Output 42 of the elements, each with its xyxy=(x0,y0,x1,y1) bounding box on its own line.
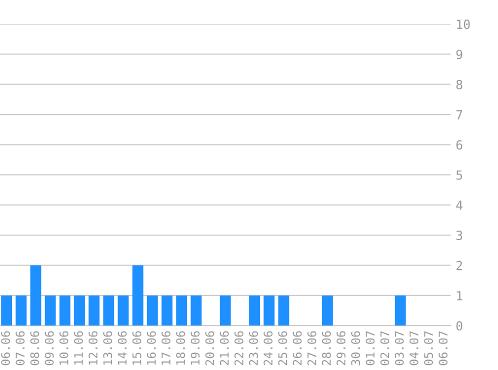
x-tick-label: 29.06 xyxy=(336,331,346,366)
y-tick-label: 4 xyxy=(456,200,462,210)
x-tick-label: 11.06 xyxy=(74,331,83,365)
x-tick-label: 27.06 xyxy=(307,331,316,366)
x-tick-label: 04.07 xyxy=(409,331,418,366)
x-tick-label: 15.06 xyxy=(132,331,142,365)
y-tick-label: 5 xyxy=(456,170,462,180)
x-tick-label: 09.06 xyxy=(44,331,54,366)
x-tick-label: 08.06 xyxy=(30,331,40,366)
y-tick-label: 10 xyxy=(457,20,470,30)
y-tick-label: 7 xyxy=(456,110,462,120)
x-tick-label: 12.06 xyxy=(88,331,98,365)
y-tick-label: 8 xyxy=(456,80,462,90)
y-tick-label: 2 xyxy=(456,260,462,270)
x-tick-label: 13.06 xyxy=(103,331,112,365)
x-tick-label: 26.06 xyxy=(292,331,302,366)
y-tick-label: 0 xyxy=(456,321,462,331)
x-tick-label: 17.06 xyxy=(162,331,170,365)
y-tick-label: 6 xyxy=(456,140,462,150)
y-tick-label: 9 xyxy=(456,50,462,60)
x-tick-label: 24.06 xyxy=(264,331,273,366)
x-tick-label: 10.06 xyxy=(59,331,68,365)
x-tick-label: 20.06 xyxy=(205,331,214,366)
y-tick-label: 3 xyxy=(456,230,462,240)
x-tick-label: 03.07 xyxy=(394,331,404,366)
x-tick-label: 06.07 xyxy=(438,331,448,366)
x-tick-label: 28.06 xyxy=(322,331,331,366)
x-tick-label: 14.06 xyxy=(118,331,127,365)
x-tick-label: 05.07 xyxy=(424,331,433,366)
x-tick-label: 30.06 xyxy=(351,331,360,366)
x-tick-label: 25.06 xyxy=(278,331,288,366)
x-tick-label: 07.06 xyxy=(16,331,25,366)
y-tick-label: 1 xyxy=(457,291,462,300)
x-tick-label: 06.06 xyxy=(1,331,10,366)
x-tick-label: 21.06 xyxy=(220,331,229,366)
x-tick-label: 18.06 xyxy=(176,331,186,365)
x-tick-label: 22.06 xyxy=(234,331,244,366)
x-tick-label: 16.06 xyxy=(146,331,156,365)
x-tick-label: 23.06 xyxy=(249,331,258,366)
x-tick-label: 19.06 xyxy=(190,331,200,365)
x-tick-label: 01.07 xyxy=(366,331,375,366)
x-tick-label: 02.07 xyxy=(380,331,390,366)
